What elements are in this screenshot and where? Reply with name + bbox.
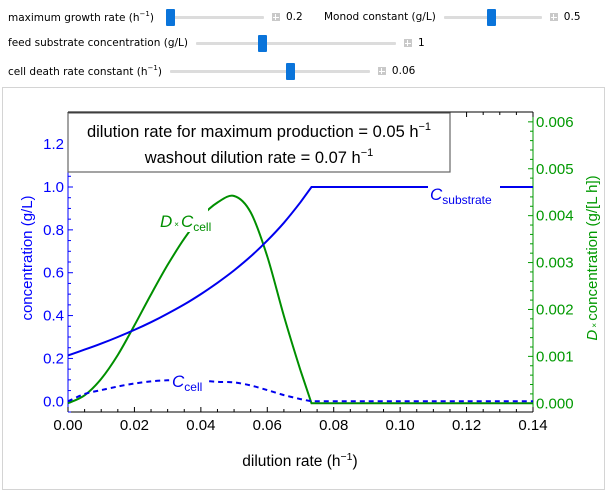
cell-death-rate-slider[interactable] (169, 61, 370, 81)
slider-track[interactable] (195, 42, 396, 45)
annotation-frame (67, 112, 451, 173)
x-tick-label: 0.12 (452, 417, 481, 434)
x-tick-label: 0.14 (518, 417, 547, 434)
control-label: feed substrate concentration (g/L) (8, 37, 188, 49)
expand-plus-icon[interactable] (549, 13, 558, 21)
curve-label-substrate: Csubstrate (430, 185, 492, 207)
max-growth-rate-slider[interactable] (165, 7, 264, 27)
annotation-box: dilution rate for maximum production = 0… (67, 112, 451, 173)
curve-label-cell: Ccell (172, 372, 202, 394)
series-line-c-cell (67, 379, 533, 403)
expand-plus-icon[interactable] (271, 13, 280, 21)
slider-thumb[interactable] (486, 9, 496, 26)
slider-value: 0.2 (285, 11, 303, 23)
y-left-tick-label: 0.6 (43, 265, 64, 282)
control-label: maximum growth rate (h−1) (8, 10, 154, 24)
control-label: Monod constant (g/L) (324, 11, 436, 23)
series-line-d-x-c-cell (67, 194, 533, 405)
y-right-tick-label: 0.005 (536, 161, 574, 178)
control-monod-constant: Monod constant (g/L) 0.5 (324, 7, 581, 27)
y-right-tick-label: 0.003 (536, 255, 574, 272)
x-tick-label: 0.00 (53, 417, 82, 434)
y-right-tick-label: 0.002 (536, 301, 574, 318)
y-left-tick-label: 0.8 (43, 222, 64, 239)
slider-value: 1 (417, 37, 425, 49)
x-tick-label: 0.10 (386, 417, 415, 434)
y-left-tick-label: 0.2 (43, 350, 64, 367)
y-right-tick-label: 0.001 (536, 348, 574, 365)
curve-label-bg (428, 184, 500, 206)
series-line-c-substrate (67, 186, 534, 357)
slider-thumb[interactable] (285, 63, 295, 80)
slider-value: 0.06 (391, 65, 416, 77)
y-right-tick-label: 0.000 (536, 395, 574, 412)
control-feed-substrate: feed substrate concentration (g/L) 1 (8, 33, 425, 53)
annotation-line-2: washout dilution rate = 0.07 h−1 (144, 147, 374, 167)
y-right-tick-label: 0.006 (536, 114, 574, 131)
y-right-tick-label: 0.004 (536, 208, 574, 225)
slider-track[interactable] (165, 16, 264, 19)
y-left-tick-label: 0.4 (43, 308, 64, 325)
control-label: cell death rate constant (h−1) (8, 64, 162, 78)
feed-substrate-slider[interactable] (195, 33, 396, 53)
y-left-tick-label: 1.2 (43, 136, 64, 153)
slider-thumb[interactable] (165, 9, 175, 26)
y-left-tick-label: 1.0 (43, 179, 64, 196)
y-left-axis-title: concentration (g/L) (19, 195, 36, 320)
expand-plus-icon[interactable] (403, 39, 412, 47)
control-cell-death-rate: cell death rate constant (h−1) 0.06 (8, 61, 415, 81)
annotation-line-1: dilution rate for maximum production = 0… (87, 121, 431, 141)
curve-label-bg (156, 206, 208, 232)
control-max-growth-rate: maximum growth rate (h−1) 0.2 (8, 7, 303, 27)
monod-constant-slider[interactable] (443, 7, 542, 27)
x-tick-label: 0.04 (186, 417, 215, 434)
expand-plus-icon[interactable] (377, 67, 386, 75)
slider-track[interactable] (169, 70, 370, 73)
slider-value: 0.5 (563, 11, 581, 23)
x-tick-label: 0.06 (253, 417, 282, 434)
x-tick-label: 0.08 (319, 417, 348, 434)
y-right-axis-title: D × concentration (g/[L h]) (584, 175, 601, 340)
y-left-tick-label: 0.0 (43, 393, 64, 410)
curve-label-bg (170, 370, 208, 394)
x-axis-title: dilution rate (h−1) (242, 451, 357, 470)
curve-label-production: D × Ccell (160, 212, 211, 234)
slider-thumb[interactable] (257, 35, 267, 52)
x-tick-label: 0.02 (120, 417, 149, 434)
